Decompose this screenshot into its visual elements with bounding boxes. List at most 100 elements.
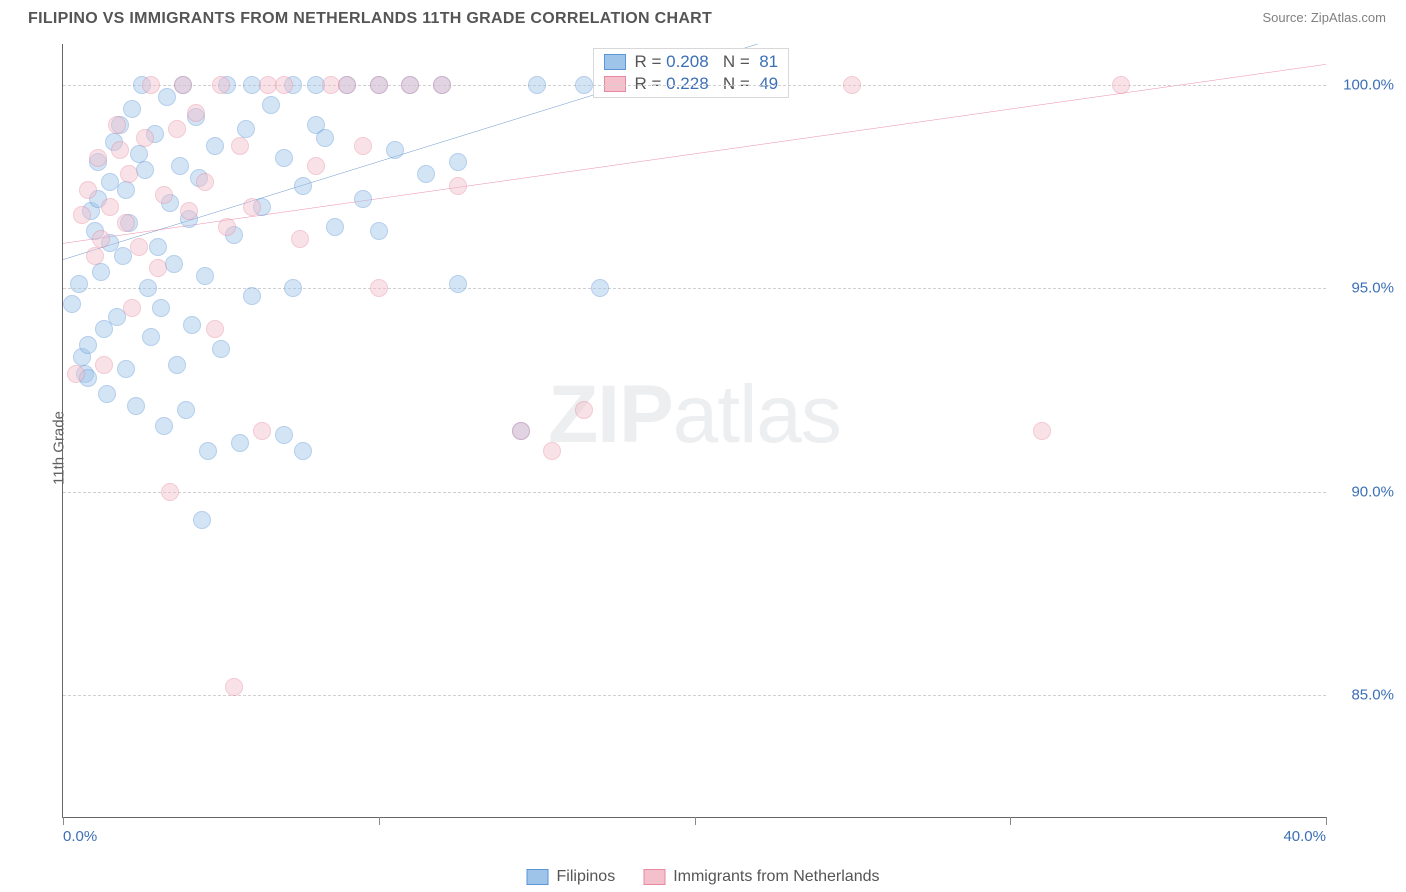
- legend-text: R = 0.208 N = 81: [634, 52, 778, 72]
- scatter-point-netherlands: [225, 678, 243, 696]
- scatter-point-filipinos: [139, 279, 157, 297]
- scatter-point-netherlands: [275, 76, 293, 94]
- scatter-point-netherlands: [1033, 422, 1051, 440]
- scatter-point-filipinos: [183, 316, 201, 334]
- scatter-point-filipinos: [117, 360, 135, 378]
- scatter-point-netherlands: [168, 120, 186, 138]
- scatter-point-netherlands: [354, 137, 372, 155]
- scatter-point-filipinos: [275, 149, 293, 167]
- series-legend-item-filipinos: Filipinos: [527, 868, 616, 886]
- scatter-point-filipinos: [243, 287, 261, 305]
- scatter-point-filipinos: [449, 153, 467, 171]
- scatter-point-netherlands: [253, 422, 271, 440]
- x-tick-label: 40.0%: [1283, 828, 1326, 845]
- scatter-point-filipinos: [316, 129, 334, 147]
- scatter-point-filipinos: [386, 141, 404, 159]
- scatter-point-filipinos: [127, 397, 145, 415]
- source-label: Source:: [1262, 10, 1310, 25]
- scatter-point-netherlands: [291, 230, 309, 248]
- scatter-point-netherlands: [433, 76, 451, 94]
- scatter-point-filipinos: [79, 336, 97, 354]
- y-tick-label: 95.0%: [1351, 280, 1394, 297]
- scatter-point-filipinos: [199, 442, 217, 460]
- scatter-point-filipinos: [262, 96, 280, 114]
- scatter-point-filipinos: [193, 511, 211, 529]
- y-tick-label: 100.0%: [1343, 76, 1394, 93]
- scatter-point-netherlands: [108, 116, 126, 134]
- scatter-point-netherlands: [130, 238, 148, 256]
- source-attribution: Source: ZipAtlas.com: [1262, 10, 1386, 25]
- scatter-point-netherlands: [843, 76, 861, 94]
- scatter-point-netherlands: [1112, 76, 1130, 94]
- scatter-point-netherlands: [155, 186, 173, 204]
- scatter-point-filipinos: [142, 328, 160, 346]
- scatter-point-netherlands: [338, 76, 356, 94]
- scatter-point-filipinos: [92, 263, 110, 281]
- scatter-point-netherlands: [543, 442, 561, 460]
- series-legend: Filipinos Immigrants from Netherlands: [527, 868, 880, 886]
- scatter-point-netherlands: [92, 230, 110, 248]
- scatter-point-filipinos: [70, 275, 88, 293]
- scatter-point-filipinos: [231, 434, 249, 452]
- scatter-point-netherlands: [401, 76, 419, 94]
- series-label: Immigrants from Netherlands: [673, 868, 879, 886]
- scatter-point-filipinos: [354, 190, 372, 208]
- scatter-point-filipinos: [158, 88, 176, 106]
- scatter-point-filipinos: [284, 279, 302, 297]
- scatter-point-filipinos: [575, 76, 593, 94]
- scatter-point-filipinos: [591, 279, 609, 297]
- scatter-point-netherlands: [161, 483, 179, 501]
- scatter-point-netherlands: [120, 165, 138, 183]
- scatter-point-filipinos: [417, 165, 435, 183]
- scatter-point-netherlands: [123, 299, 141, 317]
- scatter-point-netherlands: [142, 76, 160, 94]
- scatter-point-filipinos: [275, 426, 293, 444]
- scatter-point-netherlands: [174, 76, 192, 94]
- scatter-point-netherlands: [512, 422, 530, 440]
- scatter-point-netherlands: [243, 198, 261, 216]
- scatter-point-netherlands: [370, 76, 388, 94]
- scatter-point-filipinos: [165, 255, 183, 273]
- scatter-point-filipinos: [528, 76, 546, 94]
- series-legend-item-netherlands: Immigrants from Netherlands: [643, 868, 879, 886]
- source-link[interactable]: ZipAtlas.com: [1311, 10, 1386, 25]
- scatter-point-filipinos: [168, 356, 186, 374]
- scatter-point-filipinos: [152, 299, 170, 317]
- plot-area: ZIPatlas R = 0.208 N = 81R = 0.228 N = 4…: [62, 44, 1326, 818]
- scatter-point-netherlands: [111, 141, 129, 159]
- scatter-point-netherlands: [89, 149, 107, 167]
- scatter-point-netherlands: [212, 76, 230, 94]
- legend-row-filipinos: R = 0.208 N = 81: [604, 51, 778, 73]
- scatter-point-filipinos: [294, 177, 312, 195]
- chart-container: 11th Grade ZIPatlas R = 0.208 N = 81R = …: [28, 44, 1396, 852]
- scatter-point-filipinos: [136, 161, 154, 179]
- scatter-point-netherlands: [231, 137, 249, 155]
- scatter-point-filipinos: [326, 218, 344, 236]
- scatter-point-netherlands: [575, 401, 593, 419]
- scatter-point-netherlands: [149, 259, 167, 277]
- legend-swatch: [527, 869, 549, 885]
- scatter-point-filipinos: [63, 295, 81, 313]
- gridline: [63, 492, 1326, 493]
- scatter-point-netherlands: [307, 157, 325, 175]
- scatter-point-filipinos: [449, 275, 467, 293]
- scatter-point-filipinos: [294, 442, 312, 460]
- x-tick: [379, 817, 380, 825]
- page-title: FILIPINO VS IMMIGRANTS FROM NETHERLANDS …: [28, 10, 712, 28]
- gridline: [63, 695, 1326, 696]
- legend-swatch: [604, 54, 626, 70]
- scatter-point-netherlands: [370, 279, 388, 297]
- scatter-point-filipinos: [123, 100, 141, 118]
- y-tick-label: 90.0%: [1351, 483, 1394, 500]
- series-label: Filipinos: [557, 868, 616, 886]
- y-tick-label: 85.0%: [1351, 686, 1394, 703]
- legend-swatch: [643, 869, 665, 885]
- x-tick: [1326, 817, 1327, 825]
- x-tick: [695, 817, 696, 825]
- x-tick: [63, 817, 64, 825]
- scatter-point-netherlands: [218, 218, 236, 236]
- x-tick-label: 0.0%: [63, 828, 97, 845]
- scatter-point-netherlands: [101, 198, 119, 216]
- scatter-point-netherlands: [206, 320, 224, 338]
- scatter-point-filipinos: [370, 222, 388, 240]
